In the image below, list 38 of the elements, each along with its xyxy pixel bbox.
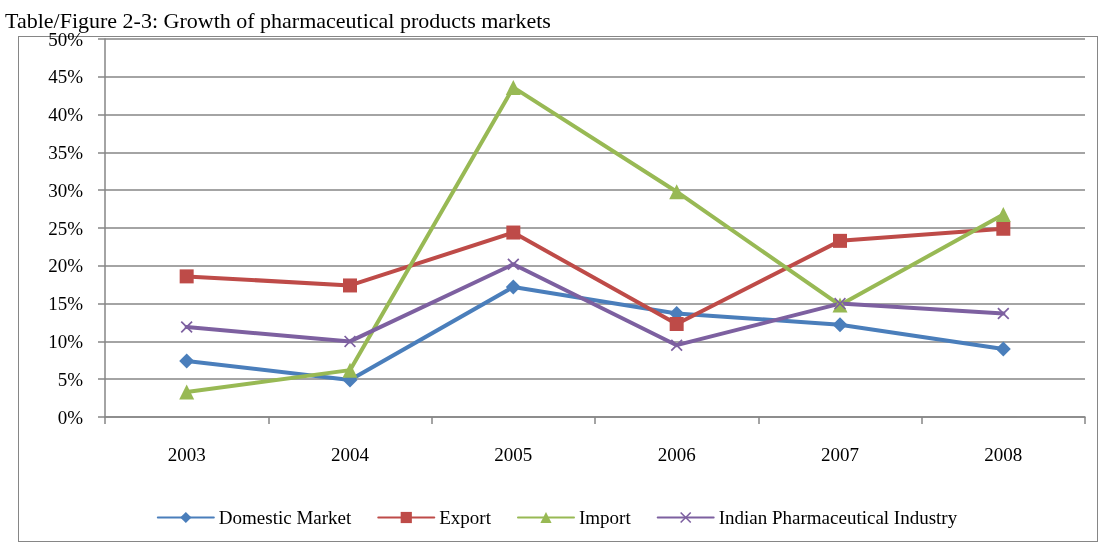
y-tick-label: 0% [57,406,84,428]
y-tick-label: 15% [48,293,84,315]
point [343,278,357,293]
legend-label: Domestic Market [218,507,352,528]
point [670,339,683,352]
legend-label: Indian Pharmaceutical Industry [718,507,958,528]
point [995,206,1011,222]
legend-label: Export [439,507,492,528]
x-tick-label: 2004 [331,444,370,465]
point [669,184,685,200]
point [832,317,848,333]
y-tick-label: 35% [48,141,84,163]
x-tick-label: 2008 [984,444,1023,465]
y-tick-label: 5% [57,368,84,390]
y-tick-label: 20% [48,255,84,277]
y-tick-label: 25% [48,217,84,239]
point [505,79,521,95]
point [179,384,195,400]
y-tick-label: 40% [48,104,84,126]
point [505,279,521,295]
y-tick-label: 10% [48,330,84,352]
point [506,225,521,240]
legend-label: Import [578,507,632,528]
point [997,307,1010,320]
x-tick-label: 2005 [494,444,533,465]
x-tick-label: 2006 [657,444,696,465]
x-tick-label: 2003 [167,444,206,465]
point [507,258,520,271]
point [833,233,847,248]
point [179,269,194,284]
y-tick-label: 45% [48,66,84,88]
point [996,221,1011,236]
point [179,353,195,369]
point [995,341,1011,357]
point [669,317,684,332]
point [342,362,358,378]
y-tick-label: 30% [48,179,84,201]
x-tick-label: 2007 [821,444,859,465]
